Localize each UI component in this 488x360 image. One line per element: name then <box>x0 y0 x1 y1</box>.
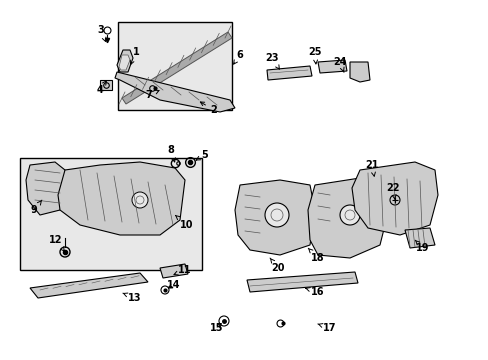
Polygon shape <box>160 264 187 278</box>
Text: 3: 3 <box>98 25 106 41</box>
Circle shape <box>132 192 148 208</box>
Text: 24: 24 <box>332 57 346 72</box>
Text: 7: 7 <box>145 90 159 100</box>
Bar <box>118 22 231 110</box>
Polygon shape <box>119 55 130 70</box>
Polygon shape <box>117 50 133 72</box>
Polygon shape <box>235 180 314 255</box>
Polygon shape <box>404 228 434 248</box>
Text: 19: 19 <box>414 240 429 253</box>
Bar <box>20 158 202 270</box>
Text: 22: 22 <box>386 183 399 199</box>
Text: 21: 21 <box>365 160 378 176</box>
Polygon shape <box>30 273 148 298</box>
Polygon shape <box>122 32 231 104</box>
Polygon shape <box>351 162 437 235</box>
Text: 15: 15 <box>210 323 224 333</box>
Text: 14: 14 <box>167 280 181 290</box>
Polygon shape <box>317 60 346 73</box>
Polygon shape <box>266 66 311 80</box>
Text: 16: 16 <box>305 287 324 297</box>
Circle shape <box>264 203 288 227</box>
Polygon shape <box>100 80 112 90</box>
Text: 18: 18 <box>307 248 324 263</box>
Text: 11: 11 <box>174 265 191 275</box>
Text: 1: 1 <box>130 47 139 64</box>
Polygon shape <box>246 272 357 292</box>
Text: 10: 10 <box>175 215 193 230</box>
Polygon shape <box>58 162 184 235</box>
Text: 13: 13 <box>122 293 142 303</box>
Polygon shape <box>115 72 235 112</box>
Polygon shape <box>26 162 70 215</box>
Circle shape <box>339 205 359 225</box>
Text: 6: 6 <box>233 50 243 64</box>
Polygon shape <box>307 178 389 258</box>
Text: 23: 23 <box>264 53 279 69</box>
Text: 4: 4 <box>97 81 106 95</box>
Text: 25: 25 <box>307 47 321 64</box>
Text: 2: 2 <box>200 102 217 115</box>
Text: 12: 12 <box>49 235 64 251</box>
Text: 8: 8 <box>167 145 175 162</box>
Text: 17: 17 <box>317 323 336 333</box>
Polygon shape <box>349 62 369 82</box>
Text: 5: 5 <box>196 150 208 160</box>
Text: 9: 9 <box>31 200 42 215</box>
Text: 20: 20 <box>269 258 284 273</box>
